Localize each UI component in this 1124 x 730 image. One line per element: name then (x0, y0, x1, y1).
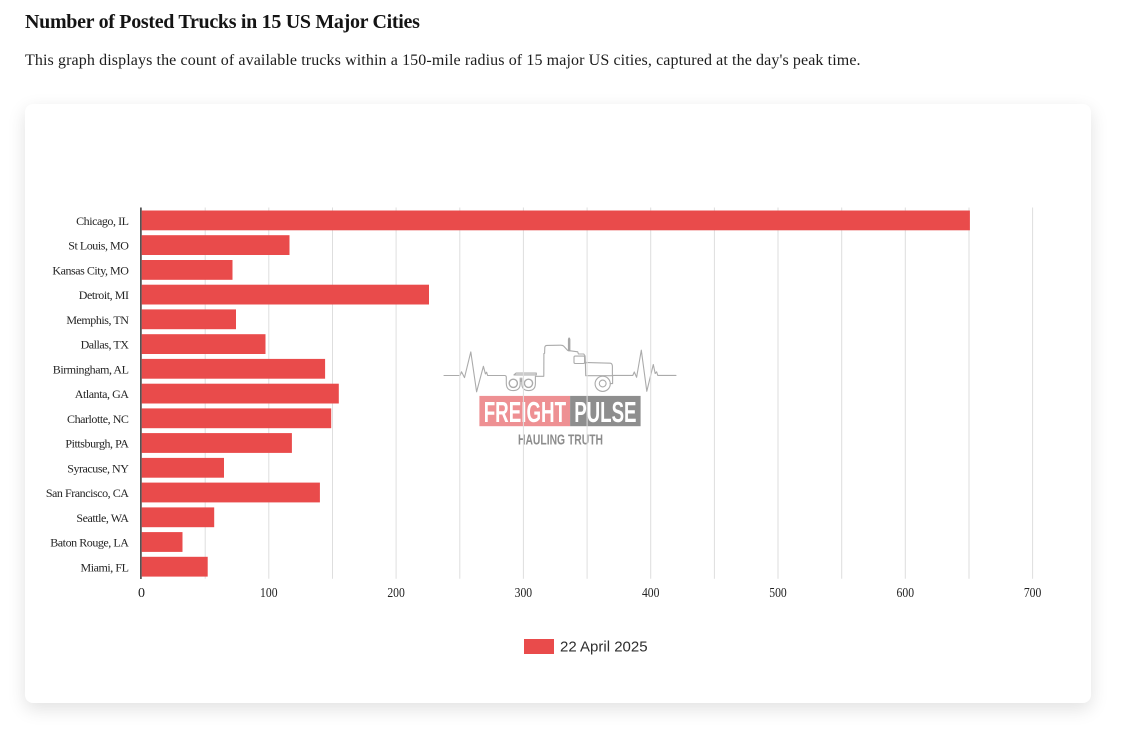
svg-text:22 April 2025: 22 April 2025 (560, 639, 648, 656)
svg-text:Birmingham, AL: Birmingham, AL (53, 362, 129, 376)
svg-text:Atlanta, GA: Atlanta, GA (75, 387, 129, 401)
svg-text:700: 700 (1024, 586, 1042, 601)
svg-text:Charlotte, NC: Charlotte, NC (67, 412, 129, 426)
svg-text:100: 100 (260, 586, 278, 601)
svg-text:Miami, FL: Miami, FL (81, 560, 129, 574)
svg-text:0: 0 (138, 586, 145, 601)
svg-text:St Louis, MO: St Louis, MO (68, 239, 129, 253)
svg-text:San Francisco, CA: San Francisco, CA (46, 486, 129, 500)
svg-text:Memphis, TN: Memphis, TN (66, 313, 129, 327)
svg-text:Seattle, WA: Seattle, WA (76, 511, 129, 525)
svg-text:Baton Rouge, LA: Baton Rouge, LA (50, 536, 129, 550)
svg-text:Detroit, MI: Detroit, MI (79, 288, 129, 302)
svg-text:400: 400 (642, 586, 660, 601)
svg-text:Kansas City, MO: Kansas City, MO (52, 264, 129, 278)
svg-text:300: 300 (515, 586, 533, 601)
svg-text:Chicago, IL: Chicago, IL (76, 214, 128, 228)
svg-text:Pittsburgh, PA: Pittsburgh, PA (65, 437, 129, 451)
svg-text:Syracuse, NY: Syracuse, NY (67, 461, 129, 475)
svg-text:200: 200 (387, 586, 405, 601)
svg-text:Dallas, TX: Dallas, TX (81, 338, 130, 352)
svg-text:500: 500 (769, 586, 787, 601)
svg-text:HAULING TRUTH: HAULING TRUTH (518, 432, 603, 448)
svg-text:FREIGHT: FREIGHT (484, 397, 567, 429)
svg-text:PULSE: PULSE (574, 397, 636, 429)
svg-text:600: 600 (897, 586, 915, 601)
